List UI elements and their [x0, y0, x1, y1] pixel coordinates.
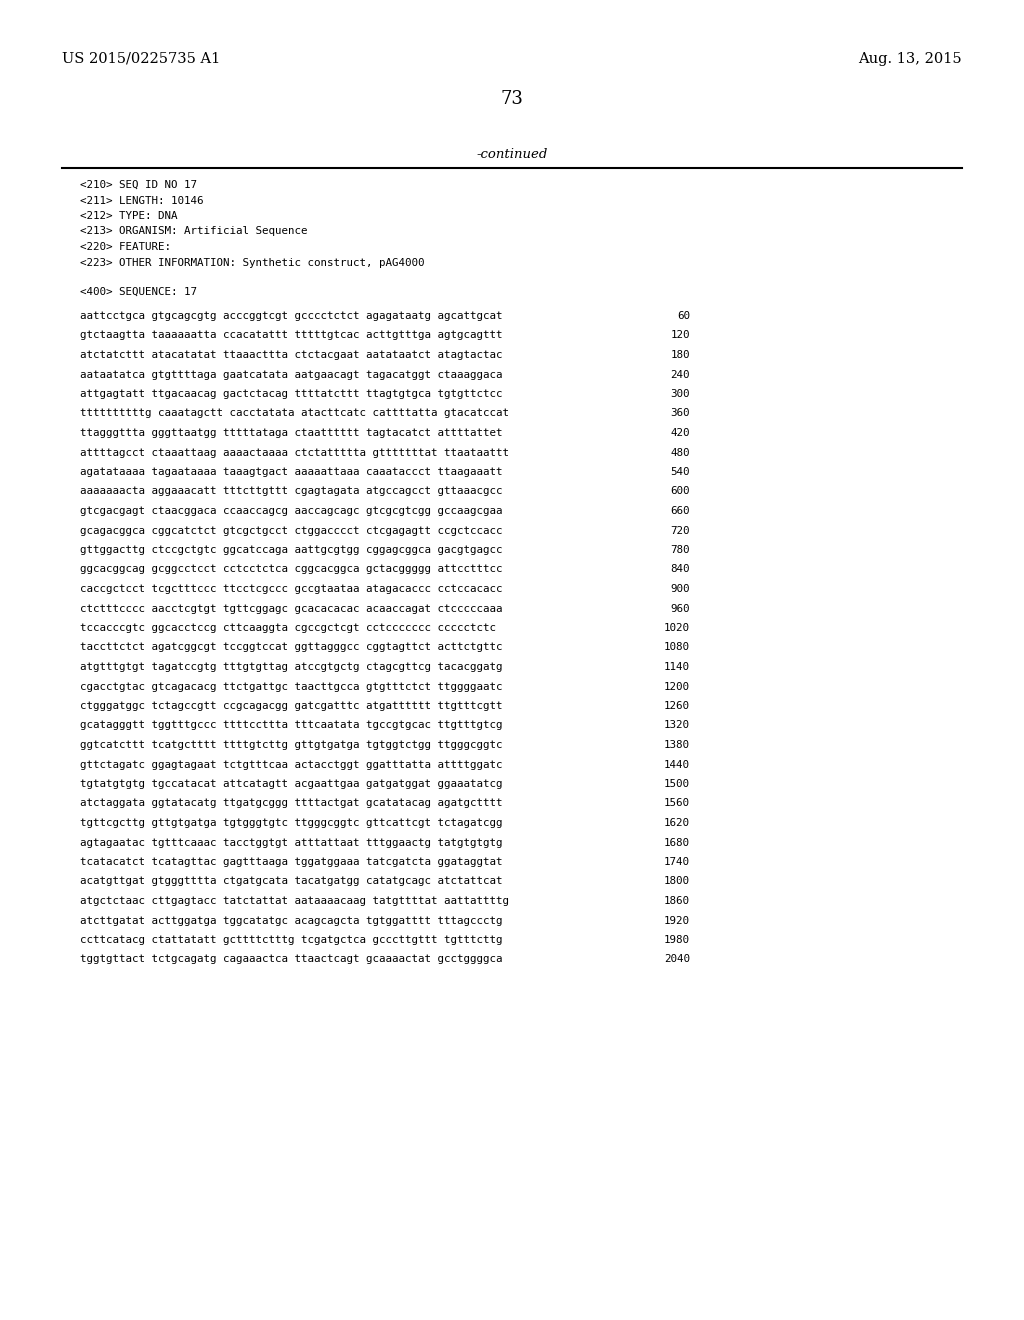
Text: gcagacggca cggcatctct gtcgctgcct ctggacccct ctcgagagtt ccgctccacc: gcagacggca cggcatctct gtcgctgcct ctggacc…: [80, 525, 503, 536]
Text: attttagcct ctaaattaag aaaactaaaa ctctattttta gtttttttat ttaataattt: attttagcct ctaaattaag aaaactaaaa ctctatt…: [80, 447, 509, 458]
Text: tcatacatct tcatagttac gagtttaaga tggatggaaa tatcgatcta ggataggtat: tcatacatct tcatagttac gagtttaaga tggatgg…: [80, 857, 503, 867]
Text: 1800: 1800: [664, 876, 690, 887]
Text: ctgggatggc tctagccgtt ccgcagacgg gatcgatttc atgatttttt ttgtttcgtt: ctgggatggc tctagccgtt ccgcagacgg gatcgat…: [80, 701, 503, 711]
Text: 1560: 1560: [664, 799, 690, 808]
Text: 1260: 1260: [664, 701, 690, 711]
Text: 600: 600: [671, 487, 690, 496]
Text: 120: 120: [671, 330, 690, 341]
Text: Aug. 13, 2015: Aug. 13, 2015: [858, 51, 962, 66]
Text: 780: 780: [671, 545, 690, 554]
Text: <211> LENGTH: 10146: <211> LENGTH: 10146: [80, 195, 204, 206]
Text: 660: 660: [671, 506, 690, 516]
Text: ttagggttta gggttaatgg tttttataga ctaatttttt tagtacatct attttattet: ttagggttta gggttaatgg tttttataga ctaattt…: [80, 428, 503, 438]
Text: <213> ORGANISM: Artificial Sequence: <213> ORGANISM: Artificial Sequence: [80, 227, 307, 236]
Text: atgtttgtgt tagatccgtg tttgtgttag atccgtgctg ctagcgttcg tacacggatg: atgtttgtgt tagatccgtg tttgtgttag atccgtg…: [80, 663, 503, 672]
Text: 1440: 1440: [664, 759, 690, 770]
Text: 1980: 1980: [664, 935, 690, 945]
Text: 480: 480: [671, 447, 690, 458]
Text: acatgttgat gtgggtttta ctgatgcata tacatgatgg catatgcagc atctattcat: acatgttgat gtgggtttta ctgatgcata tacatga…: [80, 876, 503, 887]
Text: <223> OTHER INFORMATION: Synthetic construct, pAG4000: <223> OTHER INFORMATION: Synthetic const…: [80, 257, 425, 268]
Text: atgctctaac cttgagtacc tatctattat aataaaacaag tatgttttat aattattttg: atgctctaac cttgagtacc tatctattat aataaaa…: [80, 896, 509, 906]
Text: 1200: 1200: [664, 681, 690, 692]
Text: tgttcgcttg gttgtgatga tgtgggtgtc ttgggcggtc gttcattcgt tctagatcgg: tgttcgcttg gttgtgatga tgtgggtgtc ttgggcg…: [80, 818, 503, 828]
Text: -continued: -continued: [476, 148, 548, 161]
Text: 1140: 1140: [664, 663, 690, 672]
Text: US 2015/0225735 A1: US 2015/0225735 A1: [62, 51, 220, 66]
Text: aaaaaaacta aggaaacatt tttcttgttt cgagtagata atgccagcct gttaaacgcc: aaaaaaacta aggaaacatt tttcttgttt cgagtag…: [80, 487, 503, 496]
Text: tggtgttact tctgcagatg cagaaactca ttaactcagt gcaaaactat gcctggggca: tggtgttact tctgcagatg cagaaactca ttaactc…: [80, 954, 503, 965]
Text: <212> TYPE: DNA: <212> TYPE: DNA: [80, 211, 177, 220]
Text: 2040: 2040: [664, 954, 690, 965]
Text: gcatagggtt tggtttgccc ttttccttta tttcaatata tgccgtgcac ttgtttgtcg: gcatagggtt tggtttgccc ttttccttta tttcaat…: [80, 721, 503, 730]
Text: 240: 240: [671, 370, 690, 380]
Text: ggcacggcag gcggcctcct cctcctctca cggcacggca gctacggggg attcctttcc: ggcacggcag gcggcctcct cctcctctca cggcacg…: [80, 565, 503, 574]
Text: agtagaatac tgtttcaaac tacctggtgt atttattaat tttggaactg tatgtgtgtg: agtagaatac tgtttcaaac tacctggtgt atttatt…: [80, 837, 503, 847]
Text: atctatcttt atacatatat ttaaacttta ctctacgaat aatataatct atagtactac: atctatcttt atacatatat ttaaacttta ctctacg…: [80, 350, 503, 360]
Text: 73: 73: [501, 90, 523, 108]
Text: 1860: 1860: [664, 896, 690, 906]
Text: cgacctgtac gtcagacacg ttctgattgc taacttgcca gtgtttctct ttggggaatc: cgacctgtac gtcagacacg ttctgattgc taacttg…: [80, 681, 503, 692]
Text: 360: 360: [671, 408, 690, 418]
Text: tccacccgtc ggcacctccg cttcaaggta cgccgctcgt cctccccccc ccccctctc: tccacccgtc ggcacctccg cttcaaggta cgccgct…: [80, 623, 496, 634]
Text: ttttttttttg caaatagctt cacctatata atacttcatc cattttatta gtacatccat: ttttttttttg caaatagctt cacctatata atactt…: [80, 408, 509, 418]
Text: gttctagatc ggagtagaat tctgtttcaa actacctggt ggatttatta attttggatc: gttctagatc ggagtagaat tctgtttcaa actacct…: [80, 759, 503, 770]
Text: 1500: 1500: [664, 779, 690, 789]
Text: atcttgatat acttggatga tggcatatgc acagcagcta tgtggatttt tttagccctg: atcttgatat acttggatga tggcatatgc acagcag…: [80, 916, 503, 925]
Text: agatataaaa tagaataaaa taaagtgact aaaaattaaa caaataccct ttaagaaatt: agatataaaa tagaataaaa taaagtgact aaaaatt…: [80, 467, 503, 477]
Text: 1680: 1680: [664, 837, 690, 847]
Text: 1020: 1020: [664, 623, 690, 634]
Text: caccgctcct tcgctttccc ttcctcgccc gccgtaataa atagacaccc cctccacacc: caccgctcct tcgctttccc ttcctcgccc gccgtaa…: [80, 583, 503, 594]
Text: attgagtatt ttgacaacag gactctacag ttttatcttt ttagtgtgca tgtgttctcc: attgagtatt ttgacaacag gactctacag ttttatc…: [80, 389, 503, 399]
Text: 1380: 1380: [664, 741, 690, 750]
Text: 960: 960: [671, 603, 690, 614]
Text: ctctttcccc aacctcgtgt tgttcggagc gcacacacac acaaccagat ctcccccaaa: ctctttcccc aacctcgtgt tgttcggagc gcacaca…: [80, 603, 503, 614]
Text: 900: 900: [671, 583, 690, 594]
Text: <210> SEQ ID NO 17: <210> SEQ ID NO 17: [80, 180, 197, 190]
Text: 60: 60: [677, 312, 690, 321]
Text: 840: 840: [671, 565, 690, 574]
Text: ggtcatcttt tcatgctttt ttttgtcttg gttgtgatga tgtggtctgg ttgggcggtc: ggtcatcttt tcatgctttt ttttgtcttg gttgtga…: [80, 741, 503, 750]
Text: 1920: 1920: [664, 916, 690, 925]
Text: 1620: 1620: [664, 818, 690, 828]
Text: ccttcatacg ctattatatt gcttttctttg tcgatgctca gcccttgttt tgtttcttg: ccttcatacg ctattatatt gcttttctttg tcgatg…: [80, 935, 503, 945]
Text: 1740: 1740: [664, 857, 690, 867]
Text: taccttctct agatcggcgt tccggtccat ggttagggcc cggtagttct acttctgttc: taccttctct agatcggcgt tccggtccat ggttagg…: [80, 643, 503, 652]
Text: tgtatgtgtg tgccatacat attcatagtt acgaattgaa gatgatggat ggaaatatcg: tgtatgtgtg tgccatacat attcatagtt acgaatt…: [80, 779, 503, 789]
Text: <220> FEATURE:: <220> FEATURE:: [80, 242, 171, 252]
Text: 1080: 1080: [664, 643, 690, 652]
Text: gtctaagtta taaaaaatta ccacatattt tttttgtcac acttgtttga agtgcagttt: gtctaagtta taaaaaatta ccacatattt tttttgt…: [80, 330, 503, 341]
Text: 420: 420: [671, 428, 690, 438]
Text: 540: 540: [671, 467, 690, 477]
Text: gttggacttg ctccgctgtc ggcatccaga aattgcgtgg cggagcggca gacgtgagcc: gttggacttg ctccgctgtc ggcatccaga aattgcg…: [80, 545, 503, 554]
Text: gtcgacgagt ctaacggaca ccaaccagcg aaccagcagc gtcgcgtcgg gccaagcgaa: gtcgacgagt ctaacggaca ccaaccagcg aaccagc…: [80, 506, 503, 516]
Text: 720: 720: [671, 525, 690, 536]
Text: <400> SEQUENCE: 17: <400> SEQUENCE: 17: [80, 286, 197, 297]
Text: 300: 300: [671, 389, 690, 399]
Text: atctaggata ggtatacatg ttgatgcggg ttttactgat gcatatacag agatgctttt: atctaggata ggtatacatg ttgatgcggg ttttact…: [80, 799, 503, 808]
Text: aattcctgca gtgcagcgtg acccggtcgt gcccctctct agagataatg agcattgcat: aattcctgca gtgcagcgtg acccggtcgt gcccctc…: [80, 312, 503, 321]
Text: aataatatca gtgttttaga gaatcatata aatgaacagt tagacatggt ctaaaggaca: aataatatca gtgttttaga gaatcatata aatgaac…: [80, 370, 503, 380]
Text: 180: 180: [671, 350, 690, 360]
Text: 1320: 1320: [664, 721, 690, 730]
